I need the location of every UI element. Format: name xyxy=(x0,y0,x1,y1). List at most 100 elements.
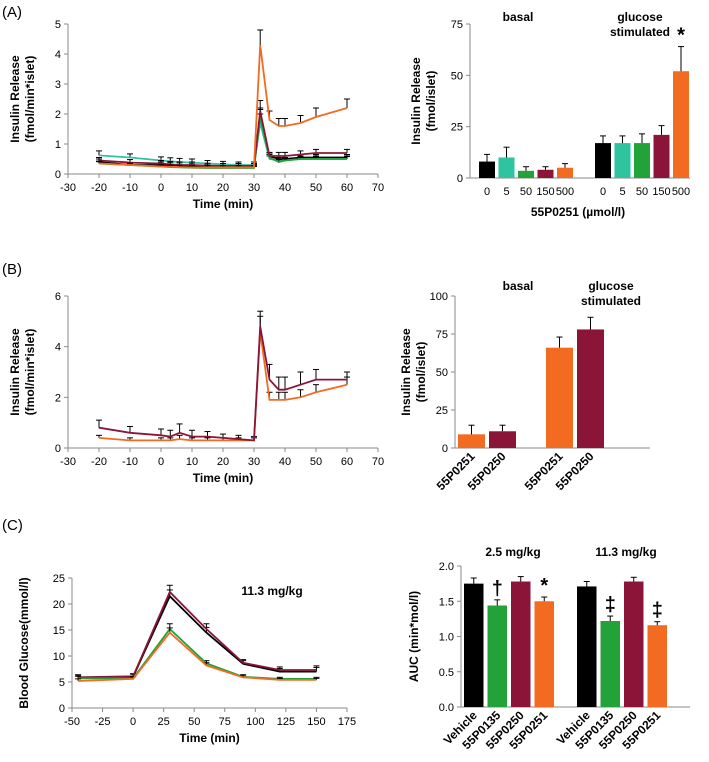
y-axis-label-line: Insulin Release xyxy=(8,55,22,143)
y-tick-label: 4 xyxy=(55,342,61,354)
bar-55P0135 xyxy=(487,605,507,707)
bar-55P0251 xyxy=(546,347,573,448)
bar-5 xyxy=(498,157,515,178)
y-axis-label: Insulin Release(fmol/islet) xyxy=(409,57,438,145)
y-tick-label: 25 xyxy=(436,405,448,417)
y-axis-label: Insulin Release(fmol/min*islet) xyxy=(8,55,37,143)
category-label: 5 xyxy=(503,186,509,198)
y-tick-label: 1.5 xyxy=(439,596,454,608)
category-label: 5 xyxy=(619,186,625,198)
x-tick-label: 0 xyxy=(158,456,164,468)
series-line-55P0250 xyxy=(98,326,347,442)
bar-55P0250 xyxy=(577,329,604,448)
group-label: glucose xyxy=(588,279,634,293)
y-axis-label-line: AUC (min*mol/l) xyxy=(407,591,421,682)
y-tick-label: 50 xyxy=(436,367,448,379)
series-Vehicle xyxy=(75,589,320,679)
x-tick-label: 50 xyxy=(188,716,200,728)
y-tick-label: 10 xyxy=(53,651,65,663)
bar-group-0: 0 5 50 150 500 basal xyxy=(479,10,574,198)
y-axis-label: AUC (min*mol/l) xyxy=(407,591,421,682)
chart-c-right-auc-bars: 0.0 0.5 1.0 1.5 2.0 AUC (min*mol/l) Vehicle55P… xyxy=(407,545,690,752)
x-tick-label: 60 xyxy=(341,182,353,194)
y-tick-label: 3 xyxy=(55,79,61,91)
series-55P0251 xyxy=(96,315,350,442)
x-tick-label: 100 xyxy=(246,716,264,728)
bar-150 xyxy=(537,169,554,178)
significance-marker: * xyxy=(677,25,685,47)
bar-5 xyxy=(614,143,631,178)
x-tick-label: 150 xyxy=(307,716,325,728)
y-tick-label: 1 xyxy=(55,139,61,151)
x-tick-label: 50 xyxy=(310,456,322,468)
y-tick-label: 4 xyxy=(55,49,61,61)
bar-55P0250 xyxy=(489,431,516,448)
bar-Vehicle xyxy=(577,586,597,707)
bar-0 xyxy=(595,143,611,178)
group-label: basal xyxy=(503,10,534,24)
series-55P0251 xyxy=(75,627,320,682)
bar-500 xyxy=(673,71,689,178)
bar-55P0251 xyxy=(647,625,667,707)
series-line-55P0251 xyxy=(78,631,317,682)
category-label: 500 xyxy=(672,186,690,198)
y-tick-label: 0.0 xyxy=(439,702,454,714)
y-tick-label: 2.0 xyxy=(439,561,454,573)
x-tick-label: -30 xyxy=(60,182,76,194)
chart-title: 11.3 mg/kg xyxy=(241,584,302,598)
x-tick-label: -50 xyxy=(64,716,80,728)
category-label: 150 xyxy=(652,186,670,198)
category-label: 500 xyxy=(556,186,574,198)
x-tick-label: 125 xyxy=(277,716,295,728)
bar-55P0251 xyxy=(534,601,554,707)
y-tick-label: 75 xyxy=(451,19,463,31)
x-tick-label: -20 xyxy=(91,182,107,194)
y-tick-label: 6 xyxy=(55,291,61,303)
y-axis-label-line: (fmol/min*islet) xyxy=(23,56,37,143)
significance-marker: ‡ xyxy=(605,594,616,616)
y-tick-label: 15 xyxy=(53,625,65,637)
x-axis-label: Time (min) xyxy=(193,471,253,485)
x-tick-label: 0 xyxy=(130,716,136,728)
x-tick-label: -30 xyxy=(60,456,76,468)
x-tick-label: -20 xyxy=(91,456,107,468)
x-tick-label: 70 xyxy=(372,182,384,194)
chart-a-left-insulin-time-course: 0 1 2 3 4 5 -30 -20 -10 0 10 20 30 40 50 60 70 Time (min)… xyxy=(8,19,384,211)
x-tick-label: 30 xyxy=(248,182,260,194)
chart-b-left-insulin-time-course: 0 2 4 6 -30 -20 -10 0 10 20 30 40 50 60 70 Time (min) In… xyxy=(8,291,384,485)
bar-150 xyxy=(653,134,670,178)
x-tick-label: 10 xyxy=(186,182,198,194)
y-tick-label: 25 xyxy=(451,122,463,134)
significance-marker: † xyxy=(492,578,503,600)
x-tick-label: 20 xyxy=(217,456,229,468)
x-tick-label: -10 xyxy=(122,182,138,194)
y-tick-label: 5 xyxy=(55,19,61,31)
y-axis-label: Insulin Release(fmol/islet) xyxy=(399,328,428,416)
y-tick-label: 25 xyxy=(53,573,65,585)
x-tick-label: 40 xyxy=(279,456,291,468)
y-tick-label: 0 xyxy=(55,169,61,181)
y-axis-label: Blood Glucose(mmol/l) xyxy=(17,577,31,708)
group-label: glucose xyxy=(617,10,663,24)
group-label: 2.5 mg/kg xyxy=(485,545,540,559)
x-tick-label: 10 xyxy=(186,456,198,468)
significance-marker: * xyxy=(540,575,548,597)
x-tick-label: 30 xyxy=(248,456,260,468)
x-tick-label: 50 xyxy=(310,182,322,194)
series-line-55P0251 xyxy=(98,331,348,442)
category-label: 150 xyxy=(536,186,554,198)
panel-label-b: (B) xyxy=(2,261,22,278)
x-tick-label: 0 xyxy=(158,182,164,194)
series-150 xyxy=(96,100,350,167)
y-tick-label: 0 xyxy=(442,443,448,455)
y-tick-label: 2 xyxy=(55,109,61,121)
x-tick-label: 40 xyxy=(279,182,291,194)
series-50 xyxy=(96,107,350,169)
series-line-50 xyxy=(98,116,347,169)
category-label: 50 xyxy=(520,186,532,198)
